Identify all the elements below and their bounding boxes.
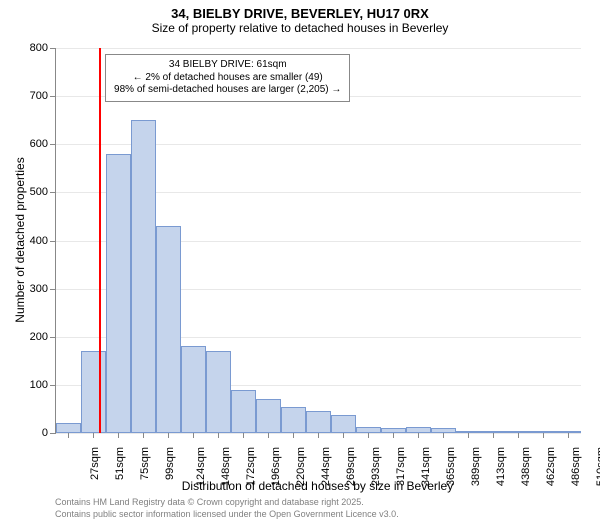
x-tick-label: 486sqm <box>570 447 582 486</box>
y-tick-mark <box>50 192 55 193</box>
x-tick-mark <box>193 433 194 438</box>
x-tick-label: 269sqm <box>345 447 357 486</box>
x-tick-mark <box>518 433 519 438</box>
histogram-bar <box>106 154 131 433</box>
histogram-bar <box>156 226 181 433</box>
y-tick-label: 100 <box>8 379 48 391</box>
x-tick-label: 317sqm <box>395 447 407 486</box>
x-tick-mark <box>493 433 494 438</box>
x-tick-label: 99sqm <box>164 447 176 480</box>
y-tick-label: 600 <box>8 138 48 150</box>
annotation-box: 34 BIELBY DRIVE: 61sqm ← 2% of detached … <box>105 54 350 102</box>
plot-area: 34 BIELBY DRIVE: 61sqm ← 2% of detached … <box>55 48 581 434</box>
chart-title: 34, BIELBY DRIVE, BEVERLEY, HU17 0RX <box>0 0 600 21</box>
grid-line <box>56 433 581 434</box>
y-tick-mark <box>50 241 55 242</box>
x-tick-label: 220sqm <box>295 447 307 486</box>
histogram-bar <box>481 431 506 433</box>
histogram-bar <box>556 431 581 433</box>
y-tick-label: 500 <box>8 186 48 198</box>
x-tick-mark <box>468 433 469 438</box>
x-tick-label: 365sqm <box>445 447 457 486</box>
x-tick-mark <box>218 433 219 438</box>
x-tick-mark <box>318 433 319 438</box>
marker-line <box>99 48 101 433</box>
annotation-line-3: 98% of semi-detached houses are larger (… <box>114 84 341 97</box>
y-tick-label: 400 <box>8 235 48 247</box>
x-tick-mark <box>393 433 394 438</box>
histogram-bar <box>331 415 356 433</box>
histogram-bar <box>506 431 531 433</box>
y-tick-mark <box>50 289 55 290</box>
histogram-bar <box>231 390 256 433</box>
y-tick-label: 300 <box>8 283 48 295</box>
footer-line-1: Contains HM Land Registry data © Crown c… <box>55 497 364 507</box>
x-tick-mark <box>343 433 344 438</box>
histogram-bar <box>431 428 456 433</box>
histogram-bar <box>356 427 381 433</box>
histogram-bar <box>81 351 106 433</box>
x-tick-label: 413sqm <box>495 447 507 486</box>
y-tick-label: 200 <box>8 331 48 343</box>
histogram-bar <box>206 351 231 433</box>
x-tick-mark <box>543 433 544 438</box>
x-tick-label: 244sqm <box>320 447 332 486</box>
annotation-line-2: ← 2% of detached houses are smaller (49) <box>114 72 341 85</box>
x-tick-label: 148sqm <box>220 447 232 486</box>
x-tick-mark <box>268 433 269 438</box>
histogram-bar <box>181 346 206 433</box>
x-tick-label: 75sqm <box>139 447 151 480</box>
x-tick-label: 196sqm <box>270 447 282 486</box>
y-tick-label: 700 <box>8 90 48 102</box>
x-tick-mark <box>93 433 94 438</box>
histogram-bar <box>406 427 431 433</box>
x-tick-label: 510sqm <box>595 447 600 486</box>
x-tick-mark <box>118 433 119 438</box>
x-tick-label: 27sqm <box>89 447 101 480</box>
x-tick-label: 389sqm <box>470 447 482 486</box>
grid-line <box>56 48 581 49</box>
x-tick-mark <box>168 433 169 438</box>
x-tick-mark <box>143 433 144 438</box>
x-tick-mark <box>293 433 294 438</box>
histogram-bar <box>381 428 406 433</box>
x-tick-mark <box>243 433 244 438</box>
histogram-bar <box>256 399 281 433</box>
x-tick-label: 51sqm <box>114 447 126 480</box>
histogram-bar <box>281 407 306 433</box>
y-tick-label: 800 <box>8 42 48 54</box>
histogram-bar <box>56 423 81 433</box>
y-tick-mark <box>50 96 55 97</box>
y-tick-mark <box>50 385 55 386</box>
y-tick-mark <box>50 144 55 145</box>
y-tick-mark <box>50 337 55 338</box>
x-tick-mark <box>418 433 419 438</box>
y-tick-mark <box>50 433 55 434</box>
x-tick-mark <box>568 433 569 438</box>
footer-line-2: Contains public sector information licen… <box>55 509 399 519</box>
y-tick-label: 0 <box>8 427 48 439</box>
histogram-bar <box>131 120 156 433</box>
x-tick-label: 341sqm <box>420 447 432 486</box>
annotation-line-1: 34 BIELBY DRIVE: 61sqm <box>114 59 341 72</box>
x-tick-label: 124sqm <box>195 447 207 486</box>
chart-subtitle: Size of property relative to detached ho… <box>0 21 600 35</box>
x-tick-label: 293sqm <box>370 447 382 486</box>
x-tick-label: 172sqm <box>245 447 257 486</box>
x-tick-mark <box>368 433 369 438</box>
chart-container: 34, BIELBY DRIVE, BEVERLEY, HU17 0RX Siz… <box>0 0 600 500</box>
y-tick-mark <box>50 48 55 49</box>
x-tick-mark <box>68 433 69 438</box>
histogram-bar <box>306 411 331 433</box>
histogram-bar <box>456 431 481 433</box>
x-tick-mark <box>443 433 444 438</box>
x-tick-label: 438sqm <box>520 447 532 486</box>
x-tick-label: 462sqm <box>545 447 557 486</box>
histogram-bar <box>531 431 556 433</box>
